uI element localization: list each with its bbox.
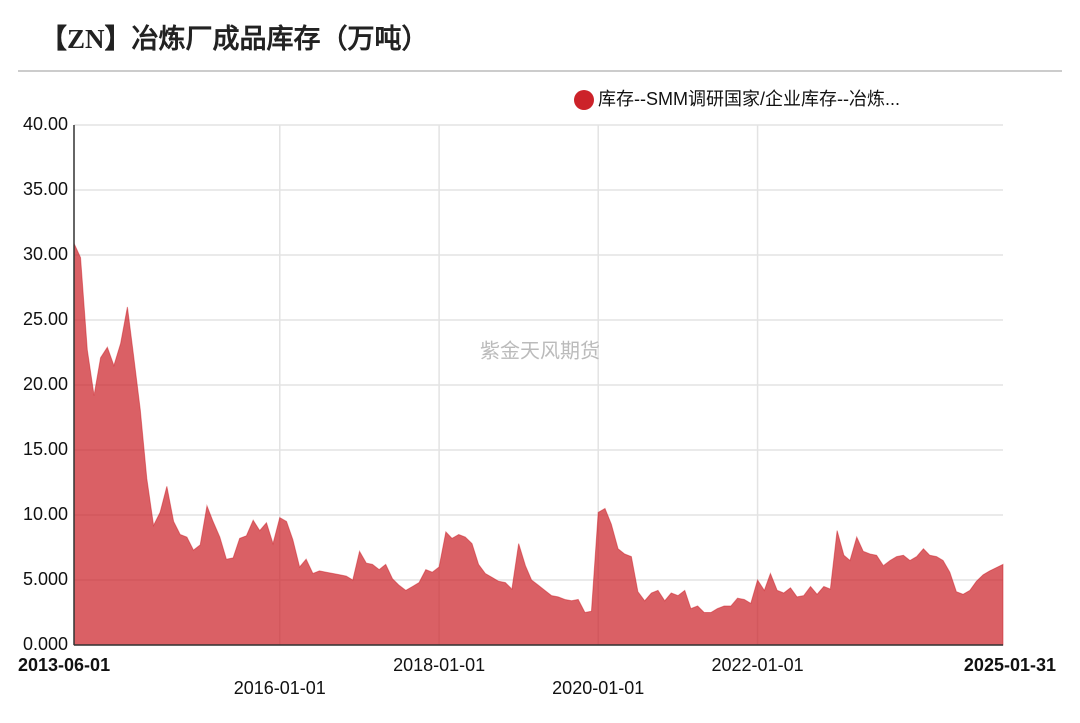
y-tick-label: 10.00 [23, 504, 68, 524]
x-tick-label: 2018-01-01 [393, 655, 485, 675]
x-tick-label: 2025-01-31 [964, 655, 1056, 675]
y-tick-label: 35.00 [23, 179, 68, 199]
watermark: 紫金天风期货 [480, 339, 600, 362]
y-tick-label: 40.00 [23, 114, 68, 134]
x-tick-label: 2013-06-01 [18, 655, 110, 675]
x-tick-label: 2020-01-01 [552, 678, 644, 698]
y-tick-label: 25.00 [23, 309, 68, 329]
area [73, 243, 1004, 646]
legend-label: 库存--SMM调研国家/企业库存--冶炼... [598, 89, 900, 109]
y-tick-label: 5.000 [23, 569, 68, 589]
y-tick-label: 20.00 [23, 374, 68, 394]
chart-title: 【ZN】冶炼厂成品库存（万吨） [40, 23, 429, 54]
y-tick-label: 30.00 [23, 244, 68, 264]
legend-swatch [574, 90, 594, 110]
y-tick-label: 0.000 [23, 634, 68, 654]
x-tick-label: 2022-01-01 [712, 655, 804, 675]
y-tick-label: 15.00 [23, 439, 68, 459]
x-tick-label: 2016-01-01 [234, 678, 326, 698]
